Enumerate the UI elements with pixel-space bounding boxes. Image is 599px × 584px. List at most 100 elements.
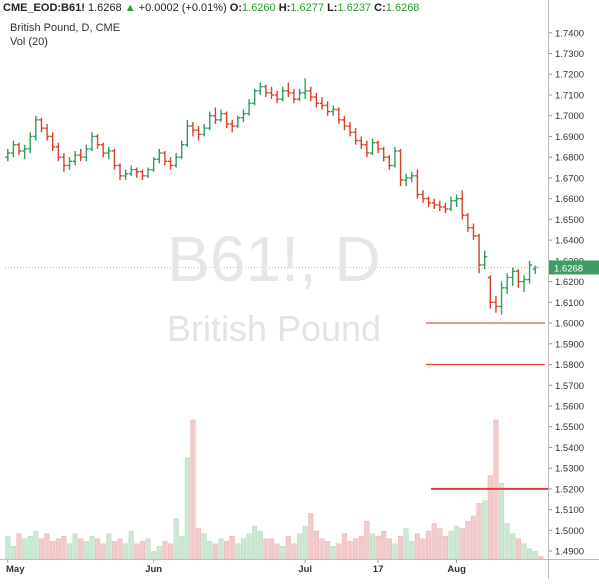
volume-bar (263, 538, 269, 560)
price-bar (308, 86, 314, 102)
volume-bar (459, 528, 465, 560)
open-label: O: (229, 2, 243, 14)
volume-bar (111, 541, 117, 560)
price-bar (521, 275, 527, 292)
price-bar (5, 148, 11, 162)
price-bar (470, 223, 476, 241)
price-bar (55, 142, 61, 162)
price-bar (386, 155, 392, 170)
price-bar (196, 126, 202, 141)
price-bar (319, 97, 325, 110)
price-tick-label: 1.5800 (555, 360, 584, 371)
price-bar (33, 115, 39, 141)
volume-bar (532, 551, 538, 560)
volume-bar (325, 541, 331, 560)
volume-bar (44, 533, 50, 560)
volume-bar (72, 533, 78, 560)
price-bar (179, 140, 185, 160)
volume-bar (218, 538, 224, 560)
volume-bar (381, 530, 387, 560)
volume-bar (139, 541, 146, 560)
volume-bar (123, 543, 129, 560)
volume-bar (403, 528, 409, 560)
volume-bar (162, 541, 168, 560)
price-bar (44, 124, 50, 141)
volume-bar (313, 530, 319, 560)
volume-bar (16, 533, 22, 560)
price-bar (269, 86, 274, 100)
volume-bar (353, 538, 359, 560)
close-label: C: (374, 2, 386, 14)
volume-bar (95, 538, 101, 560)
price-tick-label: 1.5500 (555, 422, 584, 433)
price-tick-label: 1.6200 (555, 277, 584, 288)
price-bar (190, 121, 196, 137)
price-bar (280, 86, 286, 102)
volume-bar (5, 536, 11, 560)
volume-bar (83, 541, 89, 560)
volume-bar (364, 520, 370, 560)
volume-bar (61, 536, 67, 560)
price-bar (78, 148, 84, 162)
volume-bar (173, 518, 179, 560)
price-tick-label: 1.5400 (555, 443, 584, 454)
price-bar (10, 140, 16, 158)
price-axis: 1.7400 1.7300 1.7200 1.7100 1.7000 1.6900 1.68… (548, 28, 599, 558)
price-tick-label: 1.6100 (555, 298, 584, 309)
volume-bar (117, 538, 123, 560)
volume-bar (454, 525, 460, 560)
high-value: 1.6277 (290, 2, 324, 14)
volume-bar (179, 536, 185, 560)
price-bar (358, 136, 364, 149)
price-bar (431, 198, 437, 210)
volume-bar (268, 538, 275, 560)
volume-bar (229, 536, 235, 560)
price-tick-label: 1.6700 (555, 173, 584, 184)
volume-bar (55, 538, 61, 560)
price-bar (375, 140, 381, 154)
volume-bar (386, 538, 392, 560)
price-bar (67, 157, 73, 170)
price-bar (448, 196, 454, 212)
price-bar (123, 169, 129, 180)
price-bar (409, 171, 415, 183)
price-bar (482, 250, 488, 270)
price-bar (201, 124, 207, 137)
time-tick-label: Jun (145, 564, 162, 575)
volume-bar (330, 546, 336, 560)
price-bar (504, 273, 510, 295)
volume-bar (89, 536, 95, 560)
price-bar (224, 111, 230, 129)
volume-bar (100, 543, 106, 560)
volume-bar (151, 551, 157, 560)
volume-bar (27, 536, 33, 560)
last-price-tag: 1.6268 (549, 260, 599, 275)
volume-bar (482, 500, 488, 560)
price-tick-label: 1.6000 (555, 319, 584, 330)
price-bar (454, 194, 460, 207)
volume-bar (128, 530, 134, 560)
price-tick-label: 1.5100 (555, 505, 584, 516)
volume-bar (134, 543, 140, 560)
volume-bar (504, 523, 510, 560)
price-bar (381, 146, 387, 162)
price-tick-label: 1.6600 (555, 194, 584, 205)
volume-bar (302, 525, 308, 560)
open-value: 1.6260 (242, 2, 276, 14)
price-bar (83, 144, 89, 162)
price-tick-label: 1.5600 (555, 401, 584, 412)
price-bar (117, 163, 123, 180)
price-bar (442, 202, 448, 214)
price-bar (168, 157, 174, 170)
last-price: 1.6268 (87, 2, 122, 14)
price-bar (392, 146, 398, 168)
price-bar (285, 82, 291, 98)
volume-bar (426, 530, 432, 560)
last-price-tag-label: 1.6268 (554, 263, 583, 274)
price-tick-label: 1.6500 (555, 215, 584, 226)
watermark-symbol: B61!, D (167, 223, 381, 295)
price-tick-label: 1.4900 (555, 547, 584, 558)
price-bar (95, 134, 101, 149)
volume-bar (336, 543, 342, 560)
